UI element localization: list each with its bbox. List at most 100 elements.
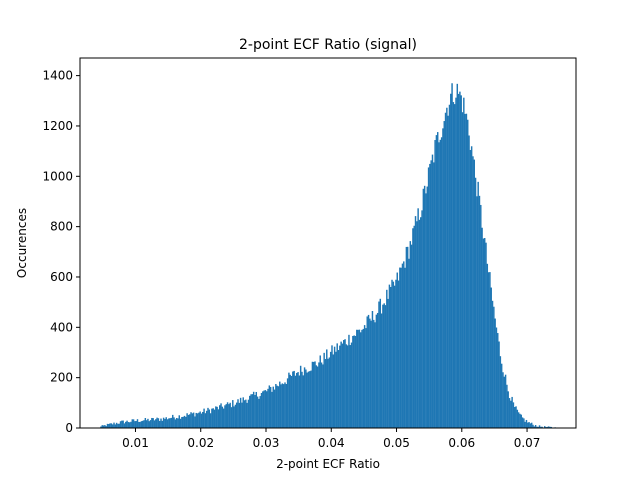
histogram-bar xyxy=(222,408,225,428)
histogram-bar xyxy=(156,417,158,428)
histogram-bar xyxy=(239,397,242,428)
histogram-bar xyxy=(219,405,221,428)
histogram-bar xyxy=(237,399,239,428)
histogram-bar xyxy=(139,421,141,428)
y-tick-label: 600 xyxy=(50,270,73,284)
histogram-bar xyxy=(153,420,156,428)
histogram-bar xyxy=(302,375,305,428)
histogram-bar xyxy=(533,426,536,428)
histogram-bar xyxy=(243,400,246,428)
histogram-bar xyxy=(220,403,222,428)
histogram-bar xyxy=(537,426,539,428)
histogram-bar xyxy=(203,408,205,428)
histogram-bar xyxy=(420,217,422,428)
histogram-bar xyxy=(472,156,474,428)
histogram-bar xyxy=(423,185,426,428)
histogram-bars xyxy=(97,83,556,429)
histogram-bar xyxy=(391,279,393,428)
histogram-bar xyxy=(128,422,131,428)
histogram-bar xyxy=(200,413,203,428)
histogram-bar xyxy=(403,261,405,428)
histogram-bar xyxy=(102,425,105,428)
histogram-bar xyxy=(320,362,323,428)
histogram-bar xyxy=(370,320,372,428)
histogram-bar xyxy=(305,369,307,428)
histogram-bar xyxy=(251,394,254,428)
histogram-bar xyxy=(181,417,183,428)
histogram-bar xyxy=(147,418,149,428)
histogram-bar xyxy=(242,397,244,428)
histogram-bar xyxy=(213,409,216,428)
histogram-bar xyxy=(297,372,299,428)
histogram-bar xyxy=(455,97,457,429)
histogram-bar xyxy=(379,298,382,428)
histogram-bar xyxy=(406,246,409,428)
histogram-bar xyxy=(285,383,288,428)
histogram-bar xyxy=(473,159,475,428)
histogram-bar xyxy=(497,333,499,428)
histogram-bar xyxy=(469,149,472,428)
histogram-bar xyxy=(348,334,350,428)
histogram-bar xyxy=(357,329,359,428)
x-tick-label: 0.07 xyxy=(514,436,541,450)
histogram-bar xyxy=(135,420,137,428)
histogram-bar xyxy=(198,412,200,428)
histogram-bar xyxy=(336,343,338,428)
histogram-bar xyxy=(177,418,179,428)
histogram-bar xyxy=(190,412,192,428)
x-tick-label: 0.05 xyxy=(383,436,410,450)
y-tick-label: 400 xyxy=(50,320,73,334)
histogram-bar xyxy=(119,421,122,428)
histogram-bar xyxy=(395,279,397,428)
histogram-bar xyxy=(279,381,281,428)
histogram-bar xyxy=(418,219,421,428)
y-tick-label: 1400 xyxy=(42,69,73,83)
histogram-bar xyxy=(284,382,286,428)
histogram-bar xyxy=(169,418,171,428)
histogram-bar xyxy=(476,196,478,428)
histogram-bar xyxy=(506,384,508,428)
histogram-bar xyxy=(359,332,362,428)
histogram-bar xyxy=(427,167,430,428)
histogram-bar xyxy=(286,378,289,428)
histogram-bar xyxy=(282,384,285,428)
histogram-bar xyxy=(216,406,218,428)
histogram-bar xyxy=(264,390,267,428)
histogram-bar xyxy=(510,400,512,428)
histogram-bar xyxy=(453,104,456,429)
histogram-bar xyxy=(126,420,128,428)
histogram-bar xyxy=(260,392,263,428)
histogram-bar xyxy=(259,396,261,428)
histogram-bar xyxy=(115,422,118,428)
histogram-bar xyxy=(335,351,337,428)
histogram-bar xyxy=(399,267,401,428)
histogram-bar xyxy=(337,350,340,428)
histogram-bar xyxy=(448,104,451,428)
histogram-bar xyxy=(502,372,504,428)
histogram-bar xyxy=(487,272,490,428)
histogram-bar xyxy=(433,162,435,428)
histogram-bar xyxy=(508,398,511,428)
histogram-bar xyxy=(414,216,417,428)
histogram-bar xyxy=(306,372,308,428)
histogram-bar xyxy=(378,301,380,428)
histogram-bar xyxy=(172,414,174,428)
histogram-bar xyxy=(106,423,109,428)
histogram-bar xyxy=(228,404,230,428)
histogram-bar xyxy=(340,341,342,428)
histogram-bar xyxy=(468,135,470,428)
histogram-bar xyxy=(152,418,154,428)
histogram-bar xyxy=(494,318,496,428)
histogram-bar xyxy=(341,343,344,428)
histogram-bar xyxy=(205,410,208,428)
histogram-bar xyxy=(451,83,453,428)
histogram-bar xyxy=(344,339,346,428)
histogram-bar xyxy=(276,385,278,428)
histogram-bar xyxy=(217,409,220,428)
histogram-bar xyxy=(280,384,282,428)
y-axis-ticks: 0 200 400 600 800 1000 1200 1400 xyxy=(42,69,80,435)
histogram-bar xyxy=(536,426,538,428)
y-tick-label: 1200 xyxy=(42,119,73,133)
histogram-bar xyxy=(409,241,412,428)
histogram-bar xyxy=(443,121,445,428)
